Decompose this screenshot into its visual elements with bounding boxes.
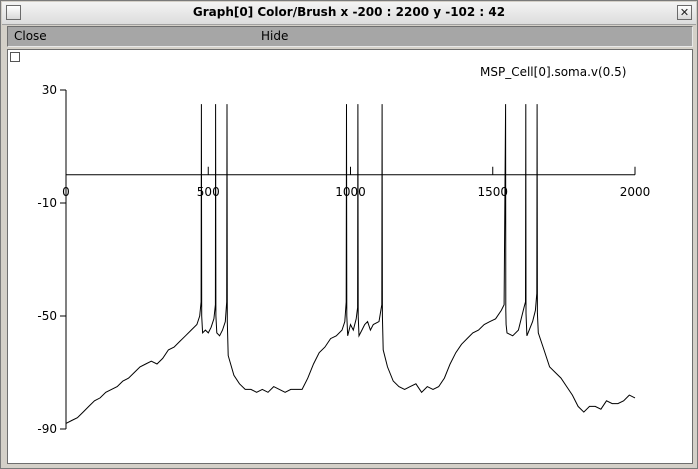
menu-bar: Close Hide (7, 26, 693, 47)
y-tick-label: 30 (42, 83, 57, 97)
x-tick-label: 1500 (477, 185, 508, 199)
title-bar[interactable]: Graph[0] Color/Brush x -200 : 2200 y -10… (2, 2, 696, 25)
close-menu-item[interactable]: Close (14, 29, 47, 43)
y-tick-label: -10 (37, 196, 57, 210)
graph-checkbox[interactable] (10, 52, 20, 62)
graph-canvas[interactable]: MSP_Cell[0].soma.v(0.5) 30 -10 -50 -90 0 500 1… (7, 49, 693, 464)
window-close-button[interactable]: ✕ (677, 5, 692, 20)
voltage-trace (65, 104, 636, 424)
y-tick-label: -90 (37, 422, 57, 436)
y-tick-label: -50 (37, 309, 57, 323)
x-tick-label: 1000 (335, 185, 366, 199)
x-tick-label: 500 (197, 185, 220, 199)
axes: 30 -10 -50 -90 0 500 1000 1500 2000 (37, 83, 650, 436)
hide-menu-item[interactable]: Hide (261, 29, 289, 43)
x-tick-label: 0 (62, 185, 70, 199)
series-legend: MSP_Cell[0].soma.v(0.5) (480, 65, 626, 79)
voltage-chart: MSP_Cell[0].soma.v(0.5) 30 -10 -50 -90 0 500 1… (37, 65, 650, 436)
close-icon: ✕ (679, 6, 690, 19)
x-tick-label: 2000 (620, 185, 651, 199)
window-menu-button[interactable] (6, 5, 21, 20)
window-title: Graph[0] Color/Brush x -200 : 2200 y -10… (192, 5, 506, 19)
